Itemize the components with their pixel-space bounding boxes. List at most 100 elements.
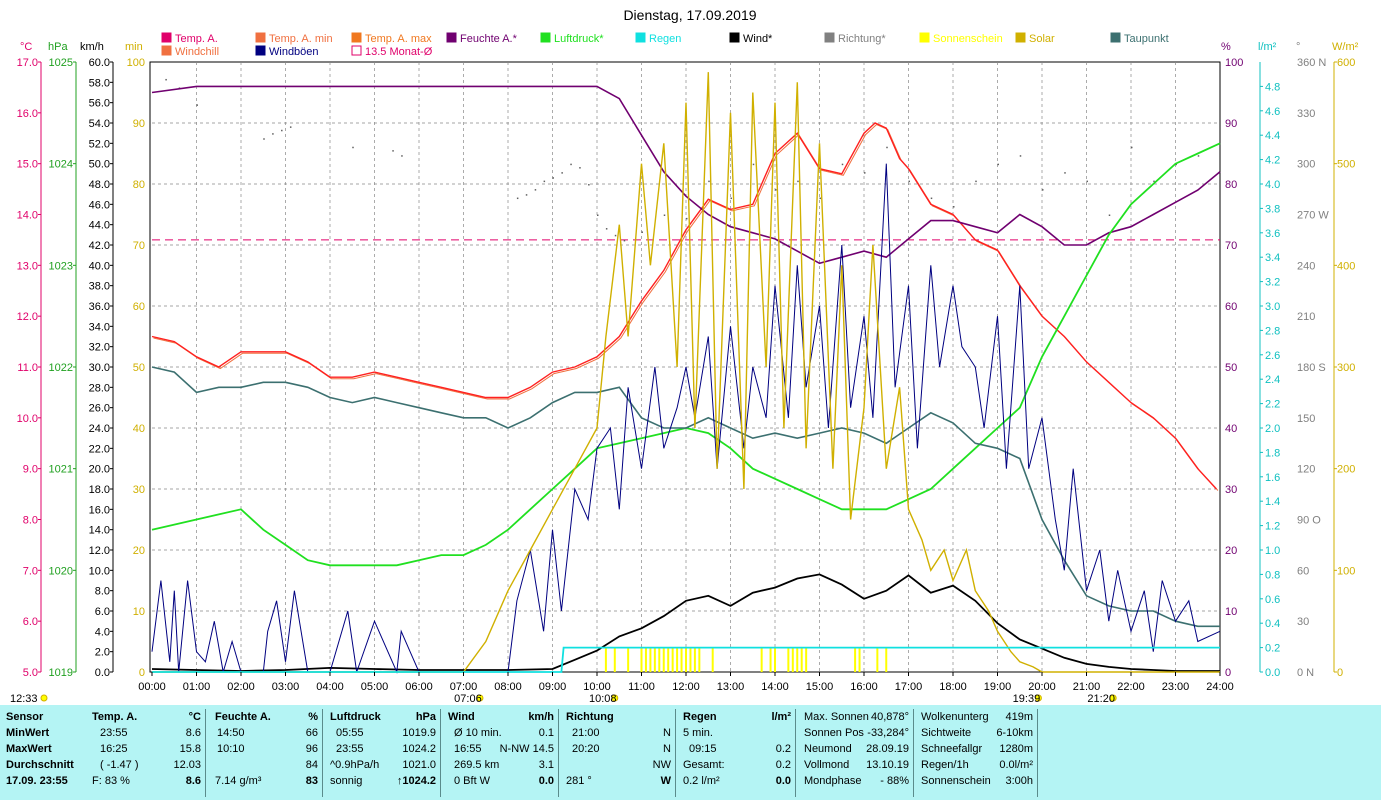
x-tick-label: 22:00 <box>1117 681 1145 693</box>
sun-marker-icon <box>1109 694 1117 702</box>
temp-tick-label: 8.0 <box>23 515 38 527</box>
legend-swatch <box>446 32 457 43</box>
data-marks: 07:06 10:08 19:39 21:20 12:33 <box>10 72 1221 705</box>
direction-point <box>752 163 755 166</box>
wind-header: Wind km/h <box>448 711 554 723</box>
hum-tick-label: 80 <box>1225 179 1237 191</box>
axis-units: °C hPa km/h min% l/m² ° W/m² <box>20 41 1359 53</box>
direction-point <box>392 150 394 152</box>
wind-tick-label: 36.0 <box>89 301 110 313</box>
rain-tick-label: 1.4 <box>1265 496 1280 508</box>
hum-current: 7.14 g/m³ 83 <box>215 775 318 787</box>
hum-tick-label: 60 <box>1225 301 1237 313</box>
hum-max: 10:10 96 <box>217 743 318 755</box>
wind-tick-label: 22.0 <box>89 443 110 455</box>
solar-tick-label: 0 <box>1337 667 1343 679</box>
direction-point <box>605 228 608 230</box>
sun-row-3: Vollmond 13.10.19 <box>804 759 909 771</box>
legend: Temp. A. Temp. A. min Temp. A. max Feuchte … <box>161 32 1169 58</box>
temp-a-line <box>151 122 1217 490</box>
x-tick-label: 13:00 <box>717 681 745 693</box>
rain-tick-label: 4.0 <box>1265 179 1280 191</box>
dir-tick-label: 60 <box>1297 565 1309 577</box>
x-tick-label: 07:00 <box>450 681 478 693</box>
sunmin-tick-label: 50 <box>133 362 145 374</box>
legend-label: Temp. A. max <box>365 33 432 45</box>
temp-avg: ( -1.47 ) 12.03 <box>100 759 201 771</box>
direction-point <box>819 197 821 200</box>
sensor-header: Sensor <box>6 711 44 723</box>
sunmin-tick-label: 70 <box>133 240 145 252</box>
legend-swatch <box>161 32 172 43</box>
sensor-column: Sensor MinWert MaxWert Durchschnitt 17.0… <box>6 709 86 797</box>
temp-tick-label: 14.0 <box>17 210 38 222</box>
min-label: MinWert <box>6 727 50 739</box>
solar-tick-label: 500 <box>1337 159 1355 171</box>
x-tick-label: 02:00 <box>227 681 255 693</box>
rain-tick-label: 2.0 <box>1265 423 1280 435</box>
legend-label: Windböen <box>269 46 319 58</box>
wind-tick-label: 54.0 <box>89 118 110 130</box>
dir-row-2: 20:20 N <box>572 743 671 755</box>
legend-label: Temp. A. <box>175 33 218 45</box>
legend-label: Windchill <box>175 46 219 58</box>
wind-tick-label: 20.0 <box>89 464 110 476</box>
direction-point <box>272 133 274 135</box>
direction-point <box>908 180 910 183</box>
press-header: Luftdruck hPa <box>330 711 436 723</box>
temp-tick-label: 6.0 <box>23 616 38 628</box>
dir-tick-label: 150 <box>1297 413 1315 425</box>
avg-label: Durchschnitt <box>6 759 74 771</box>
direction-point <box>401 155 403 157</box>
rain-tick-label: 4.6 <box>1265 106 1280 118</box>
direction-point <box>841 163 844 166</box>
press-tick-label: 1024 <box>49 159 73 171</box>
direction-point <box>281 129 283 132</box>
direction-point <box>930 197 933 200</box>
sunmin-tick-label: 30 <box>133 484 145 496</box>
dir-tick-label: 90 O <box>1297 515 1321 527</box>
x-tick-label: 16:00 <box>850 681 878 693</box>
dir-tick-label: 240 <box>1297 260 1315 272</box>
legend-swatch <box>635 32 646 43</box>
dir-tick-label: 30 <box>1297 616 1309 628</box>
rain-tick-label: 2.8 <box>1265 325 1280 337</box>
wind-row-3: 269.5 km 3.1 <box>454 759 554 771</box>
wind-tick-label: 0.0 <box>95 667 110 679</box>
direction-point <box>165 78 167 81</box>
misc-row-4: Sonnenschein 3:00h <box>921 775 1033 787</box>
wind-tick-label: 24.0 <box>89 423 110 435</box>
dir-tick-label: 120 <box>1297 464 1315 476</box>
wind-tick-label: 48.0 <box>89 179 110 191</box>
direction-point <box>543 180 546 183</box>
hum-tick-label: 20 <box>1225 545 1237 557</box>
legend-label: Luftdruck* <box>554 33 604 45</box>
legend-label: Richtung* <box>838 33 886 45</box>
wind-tick-label: 30.0 <box>89 362 110 374</box>
direction-point <box>614 234 617 237</box>
dir-row-1: 21:00 N <box>572 727 671 739</box>
direction-point <box>641 231 643 233</box>
legend-swatch <box>1015 32 1026 43</box>
solar-tick-label: 300 <box>1337 362 1355 374</box>
direction-point <box>525 194 528 196</box>
sun-marker-icon <box>611 694 619 702</box>
direction-point <box>552 177 554 179</box>
wind-tick-label: 50.0 <box>89 159 110 171</box>
wind-tick-label: 40.0 <box>89 260 110 272</box>
hum-tick-label: 30 <box>1225 484 1237 496</box>
direction-point <box>1042 189 1044 191</box>
wind-tick-label: 42.0 <box>89 240 110 252</box>
direction-point <box>1019 155 1022 157</box>
solar-tick-label: 600 <box>1337 57 1355 69</box>
dir-tick-label: 180 S <box>1297 362 1326 374</box>
direction-point <box>686 217 688 220</box>
wind-tick-label: 10.0 <box>89 565 110 577</box>
direction-point <box>534 189 537 191</box>
x-tick-label: 05:00 <box>361 681 389 693</box>
x-tick-label: 23:00 <box>1162 681 1190 693</box>
press-tick-label: 1021 <box>49 464 73 476</box>
temp-tick-label: 15.0 <box>17 159 38 171</box>
direction-point <box>708 180 710 183</box>
wind-tick-label: 12.0 <box>89 545 110 557</box>
